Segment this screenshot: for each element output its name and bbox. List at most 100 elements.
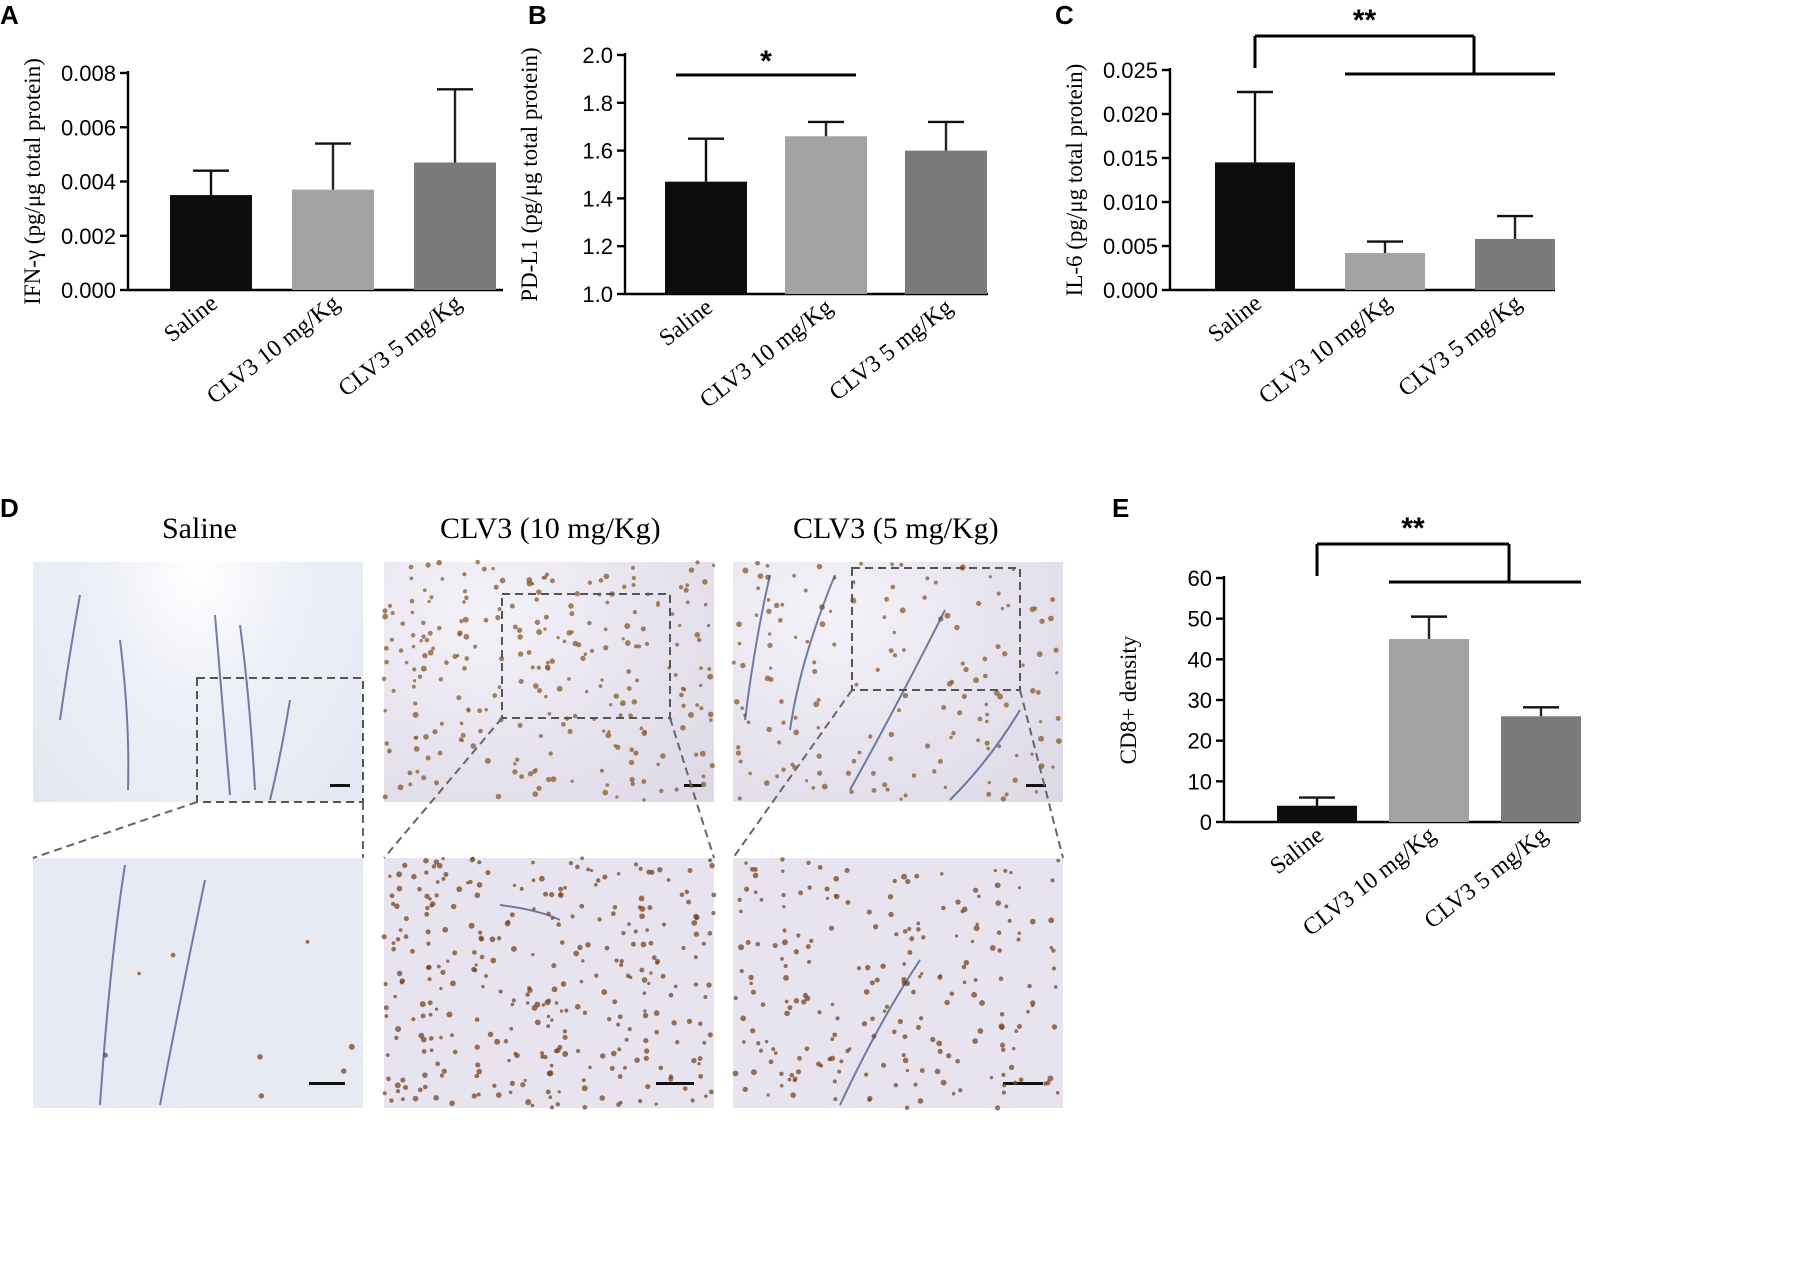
- scale-bar: [309, 1082, 345, 1085]
- stained-nucleus: [750, 1069, 757, 1076]
- stained-nucleus: [755, 560, 760, 566]
- stained-nucleus: [531, 952, 535, 957]
- stained-nucleus: [701, 774, 706, 779]
- stained-nucleus: [780, 857, 785, 862]
- stained-nucleus: [394, 1035, 399, 1041]
- stained-nucleus: [419, 639, 423, 643]
- stained-nucleus: [512, 883, 517, 887]
- stained-nucleus: [512, 769, 518, 775]
- stained-nucleus: [793, 998, 800, 1004]
- stained-nucleus: [627, 922, 631, 926]
- stained-nucleus: [816, 563, 823, 570]
- stained-nucleus: [530, 1103, 535, 1108]
- stained-nucleus: [870, 770, 876, 776]
- stained-nucleus: [869, 980, 875, 986]
- stained-nucleus: [1051, 966, 1057, 971]
- stained-nucleus: [463, 633, 470, 640]
- stained-nucleus: [545, 1089, 551, 1095]
- stained-nucleus: [495, 1092, 502, 1098]
- stained-nucleus: [449, 1100, 455, 1107]
- y-tick-label: 0.004: [61, 170, 116, 195]
- stained-nucleus: [617, 1074, 623, 1079]
- stained-nucleus: [809, 938, 814, 943]
- stained-nucleus: [427, 1000, 433, 1006]
- stained-nucleus: [532, 907, 536, 911]
- stained-nucleus: [570, 779, 574, 783]
- stained-nucleus: [525, 1001, 530, 1005]
- stained-nucleus: [781, 869, 785, 873]
- stained-nucleus: [476, 882, 483, 888]
- stained-nucleus: [429, 1048, 434, 1053]
- stained-nucleus: [973, 677, 979, 684]
- stained-nucleus: [391, 688, 396, 693]
- stained-nucleus: [637, 905, 642, 910]
- stained-nucleus: [423, 734, 429, 740]
- stained-nucleus: [902, 1057, 909, 1064]
- stained-nucleus: [1047, 1075, 1054, 1082]
- stained-nucleus: [816, 725, 821, 730]
- stained-nucleus: [972, 1038, 978, 1044]
- bar-1: [785, 136, 867, 294]
- stained-nucleus: [1012, 777, 1018, 783]
- stained-nucleus: [999, 1012, 1005, 1017]
- stained-nucleus: [699, 750, 706, 757]
- stained-nucleus: [456, 653, 460, 658]
- stained-nucleus: [979, 1000, 985, 1006]
- stained-nucleus: [816, 698, 821, 703]
- stained-nucleus: [425, 929, 431, 935]
- stained-nucleus: [397, 784, 404, 791]
- stained-nucleus: [888, 648, 894, 654]
- stained-nucleus: [476, 1092, 481, 1097]
- stained-nucleus: [732, 1070, 739, 1077]
- panel-letter-e: E: [1112, 493, 1130, 523]
- stained-nucleus: [579, 903, 585, 909]
- stained-nucleus: [824, 886, 830, 892]
- stained-nucleus: [543, 1054, 548, 1060]
- stained-nucleus: [468, 922, 475, 929]
- stained-nucleus: [1000, 796, 1007, 802]
- stained-nucleus: [411, 1017, 416, 1022]
- stained-nucleus: [1004, 904, 1009, 909]
- y-tick-label: 1.8: [582, 91, 613, 116]
- y-tick-label: 0.002: [61, 224, 116, 249]
- stained-nucleus: [551, 963, 557, 969]
- stained-nucleus: [475, 1062, 481, 1068]
- stained-nucleus: [582, 1010, 588, 1015]
- stained-nucleus: [690, 1098, 695, 1103]
- stained-nucleus: [736, 745, 741, 750]
- stained-nucleus: [428, 897, 432, 901]
- stained-nucleus: [832, 642, 837, 647]
- stained-nucleus: [626, 686, 632, 691]
- stained-nucleus: [1049, 945, 1054, 950]
- stained-nucleus: [439, 1035, 443, 1040]
- stained-nucleus: [884, 596, 890, 602]
- stained-nucleus: [382, 794, 388, 800]
- bar-1: [292, 189, 374, 290]
- stained-nucleus: [546, 776, 552, 783]
- stained-nucleus: [530, 665, 535, 670]
- stained-nucleus: [622, 584, 627, 590]
- stained-nucleus: [976, 738, 980, 743]
- stained-nucleus: [817, 770, 823, 776]
- stained-nucleus: [699, 666, 703, 670]
- stained-nucleus: [568, 860, 574, 866]
- micrograph-clv3-5-overview: [733, 562, 1063, 802]
- stained-nucleus: [666, 878, 671, 882]
- stained-nucleus: [481, 984, 485, 989]
- stained-nucleus: [985, 719, 989, 724]
- stained-nucleus: [476, 1068, 483, 1075]
- stained-nucleus: [516, 627, 523, 633]
- stained-nucleus: [495, 614, 501, 621]
- category-label: Saline: [1265, 822, 1328, 879]
- stained-nucleus: [428, 1036, 434, 1041]
- stained-nucleus: [683, 587, 689, 593]
- stained-nucleus: [673, 984, 678, 989]
- stained-nucleus: [409, 948, 415, 954]
- stained-nucleus: [1029, 918, 1036, 925]
- stained-nucleus: [1007, 918, 1012, 923]
- panel-letter-d: D: [0, 493, 19, 523]
- stained-nucleus: [396, 871, 403, 878]
- stained-nucleus: [519, 886, 524, 891]
- stained-nucleus: [1039, 618, 1045, 624]
- stained-nucleus: [426, 964, 432, 970]
